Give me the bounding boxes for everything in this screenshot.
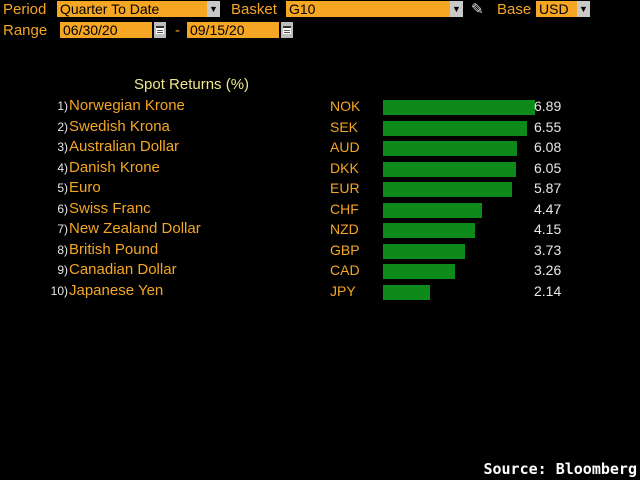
return-value: 5.87 bbox=[534, 180, 562, 196]
basket-dropdown-arrow-icon[interactable]: ▼ bbox=[450, 1, 463, 17]
row-rank: 8) bbox=[57, 242, 68, 257]
currency-name[interactable]: Australian Dollar bbox=[69, 138, 180, 155]
currency-row[interactable]: 6) Swiss Franc CHF 4.47 bbox=[0, 199, 640, 219]
pencil-icon[interactable]: ✎ bbox=[471, 1, 484, 18]
row-rank: 1) bbox=[57, 99, 68, 113]
return-value: 6.08 bbox=[534, 139, 562, 155]
currency-code: EUR bbox=[330, 180, 360, 196]
row-rank: 3) bbox=[57, 140, 68, 154]
row-rank: 9) bbox=[57, 263, 68, 277]
currency-code: NOK bbox=[330, 98, 361, 114]
currency-row[interactable]: 2) Swedish Krona SEK 6.55 bbox=[0, 117, 640, 137]
currency-name[interactable]: New Zealand Dollar bbox=[69, 220, 201, 237]
currency-code: NZD bbox=[330, 221, 359, 237]
currency-name[interactable]: Norwegian Krone bbox=[69, 97, 185, 114]
currency-code: CHF bbox=[330, 200, 359, 217]
currency-row[interactable]: 4) Danish Krone DKK 6.05 bbox=[0, 158, 640, 178]
currency-name[interactable]: British Pound bbox=[69, 240, 159, 258]
range-separator: - bbox=[175, 22, 180, 39]
currency-row[interactable]: 8) British Pound GBP 3.73 bbox=[0, 240, 640, 260]
row-rank: 2) bbox=[57, 119, 68, 134]
range-end-calendar-icon[interactable] bbox=[281, 22, 293, 38]
return-value: 3.26 bbox=[534, 262, 562, 278]
toolbar: Period Quarter To Date ▼ Basket G10 ▼ ✎ … bbox=[0, 0, 640, 42]
currency-row[interactable]: 1) Norwegian Krone NOK 6.89 bbox=[0, 96, 640, 116]
row-rank: 4) bbox=[57, 160, 68, 175]
return-bar bbox=[383, 120, 527, 136]
range-end-input[interactable]: 09/15/20 bbox=[187, 22, 279, 38]
return-value: 6.89 bbox=[534, 98, 562, 114]
period-select[interactable]: Quarter To Date bbox=[57, 1, 209, 17]
currency-name[interactable]: Japanese Yen bbox=[69, 281, 164, 299]
currency-name[interactable]: Euro bbox=[69, 179, 101, 196]
row-rank: 5) bbox=[57, 181, 68, 195]
currency-row[interactable]: 7) New Zealand Dollar NZD 4.15 bbox=[0, 219, 640, 239]
return-value: 6.05 bbox=[534, 159, 562, 176]
range-label: Range bbox=[3, 22, 48, 39]
range-start-input[interactable]: 06/30/20 bbox=[60, 22, 152, 38]
return-value: 3.73 bbox=[534, 241, 562, 258]
currency-code: JPY bbox=[330, 282, 356, 299]
return-bar bbox=[383, 264, 455, 279]
return-bar bbox=[383, 243, 465, 259]
base-select[interactable]: USD bbox=[536, 1, 577, 17]
currency-code: DKK bbox=[330, 159, 359, 176]
basket-select[interactable]: G10 bbox=[286, 1, 450, 17]
row-rank: 6) bbox=[57, 201, 68, 216]
currency-row[interactable]: 5) Euro EUR 5.87 bbox=[0, 178, 640, 198]
currency-name[interactable]: Canadian Dollar bbox=[69, 261, 177, 278]
range-start-calendar-icon[interactable] bbox=[154, 22, 166, 38]
currency-row[interactable]: 3) Australian Dollar AUD 6.08 bbox=[0, 137, 640, 157]
currency-code: AUD bbox=[330, 139, 360, 155]
currency-name[interactable]: Swiss Franc bbox=[69, 199, 151, 217]
row-rank: 7) bbox=[57, 222, 68, 236]
return-bar bbox=[383, 223, 475, 238]
return-value: 4.15 bbox=[534, 221, 562, 237]
base-label: Base bbox=[497, 1, 532, 18]
return-value: 2.14 bbox=[534, 282, 562, 299]
currency-name[interactable]: Danish Krone bbox=[69, 158, 160, 176]
return-value: 4.47 bbox=[534, 200, 562, 217]
basket-label: Basket bbox=[231, 1, 277, 18]
currency-code: GBP bbox=[330, 241, 360, 258]
source-credit: Source: Bloomberg bbox=[483, 460, 637, 478]
currency-code: SEK bbox=[330, 118, 359, 135]
period-label: Period bbox=[3, 1, 47, 18]
return-bar bbox=[383, 161, 516, 177]
currency-code: CAD bbox=[330, 262, 360, 278]
currency-name[interactable]: Swedish Krona bbox=[69, 117, 170, 135]
return-bar bbox=[383, 182, 512, 197]
row-rank: 10) bbox=[50, 283, 68, 298]
return-bar bbox=[383, 100, 535, 115]
currency-row[interactable]: 10) Japanese Yen JPY 2.14 bbox=[0, 281, 640, 301]
period-dropdown-arrow-icon[interactable]: ▼ bbox=[207, 1, 220, 17]
currency-row[interactable]: 9) Canadian Dollar CAD 3.26 bbox=[0, 260, 640, 280]
return-value: 6.55 bbox=[534, 118, 562, 135]
base-dropdown-arrow-icon[interactable]: ▼ bbox=[577, 1, 590, 17]
return-bar bbox=[383, 284, 430, 300]
return-bar bbox=[383, 202, 482, 218]
chart-title: Spot Returns (%) bbox=[134, 76, 250, 93]
return-bar bbox=[383, 141, 517, 156]
